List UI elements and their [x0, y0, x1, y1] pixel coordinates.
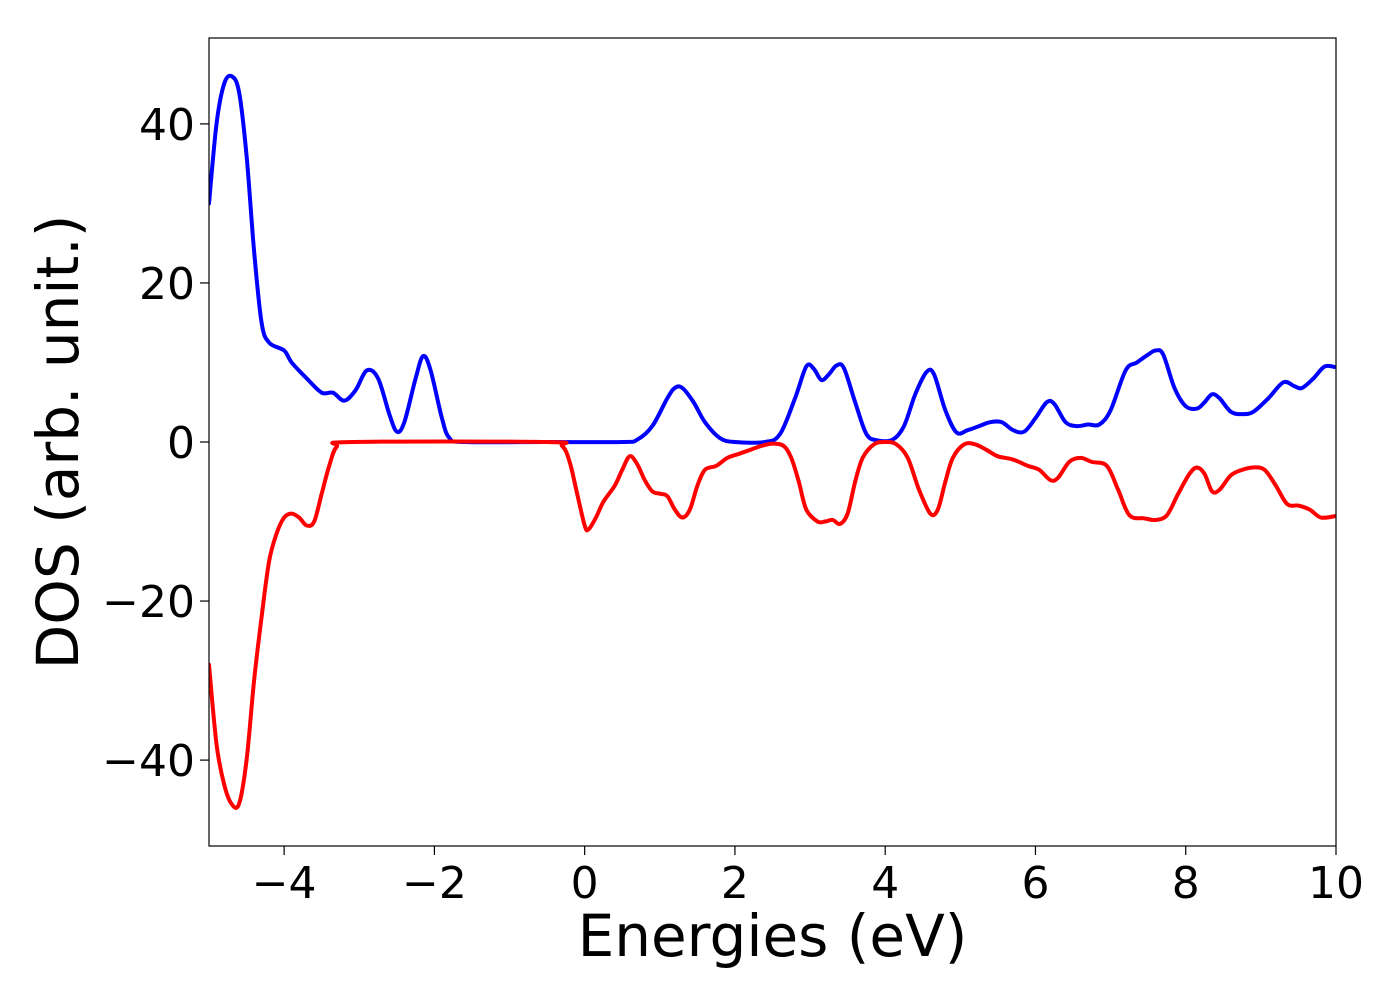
y-tick-label: 20: [139, 259, 195, 310]
series-layer: [209, 73, 1336, 810]
y-tick-label: −20: [102, 577, 195, 628]
x-tick-label: −4: [252, 858, 317, 909]
series-line-down: [209, 439, 1336, 810]
x-tick-label: 2: [721, 858, 749, 909]
y-tick-label: 40: [139, 100, 195, 151]
y-axis-label: DOS (arb. unit.): [24, 215, 92, 670]
series-line-up: [209, 73, 1336, 445]
x-tick-label: −2: [402, 858, 467, 909]
x-tick-label: 0: [571, 858, 599, 909]
x-axis-label: Energies (eV): [578, 902, 968, 970]
x-axis-ticks: −4 −2 0 2 4 6 8 10: [252, 846, 1364, 909]
x-tick-label: 8: [1172, 858, 1200, 909]
x-tick-label: 4: [871, 858, 899, 909]
x-tick-label: 10: [1308, 858, 1364, 909]
y-axis-ticks: −40 −20 0 20 40: [102, 100, 209, 787]
y-tick-label: −40: [102, 736, 195, 787]
x-tick-label: 6: [1021, 858, 1049, 909]
y-tick-label: 0: [167, 418, 195, 469]
